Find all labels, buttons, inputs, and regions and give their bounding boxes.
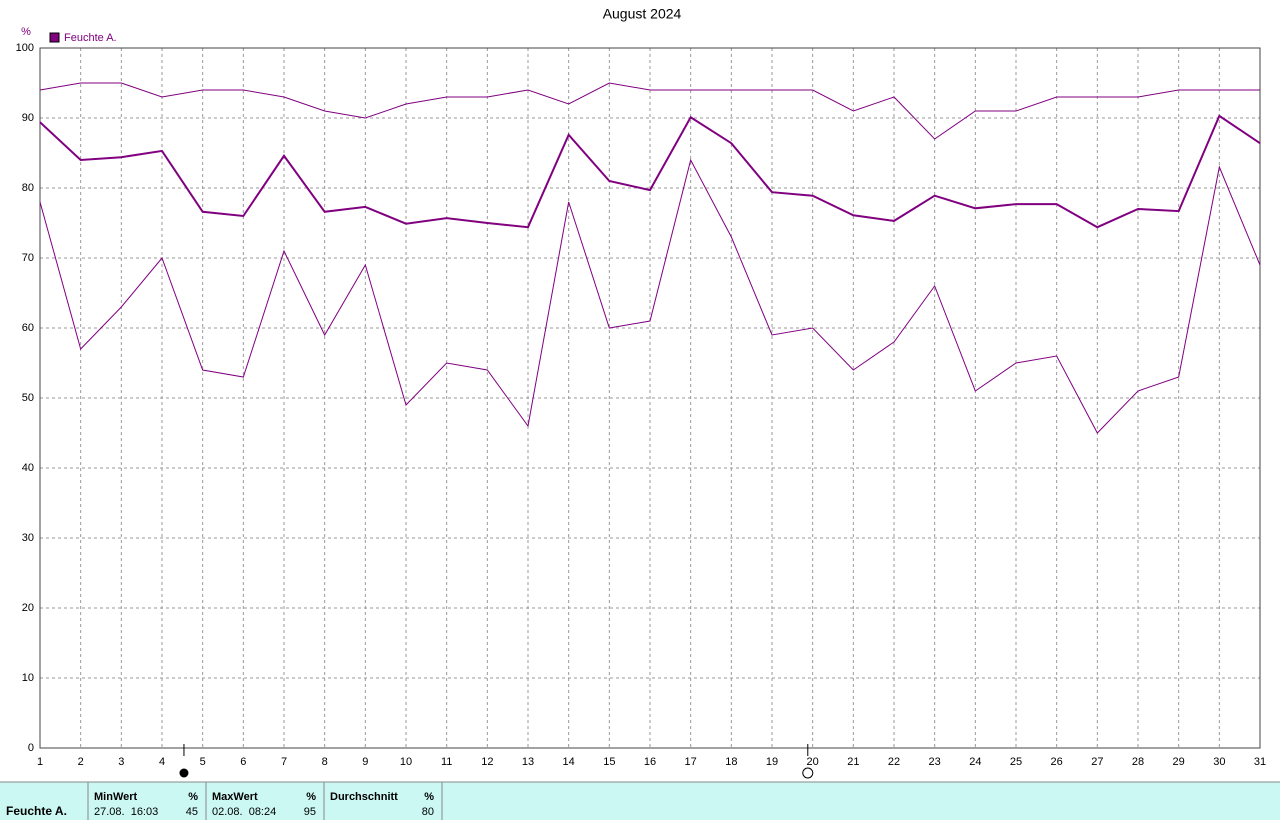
x-tick-label: 7 xyxy=(281,756,287,768)
y-tick-label: 40 xyxy=(22,462,34,474)
x-tick-label: 2 xyxy=(78,756,84,768)
stats-unit: % xyxy=(424,791,434,803)
x-tick-label: 8 xyxy=(322,756,328,768)
plot-frame xyxy=(39,47,1261,749)
x-tick-label: 16 xyxy=(644,756,656,768)
x-tick-label: 9 xyxy=(362,756,368,768)
stats-row-label: Feuchte A. xyxy=(6,804,67,818)
x-tick-label: 27 xyxy=(1091,756,1103,768)
y-tick-label: 60 xyxy=(22,322,34,334)
x-tick-label: 24 xyxy=(969,756,981,768)
x-tick-label: 23 xyxy=(929,756,941,768)
stats-time: 27.08. 16:03 xyxy=(94,806,158,818)
stats-value: 95 xyxy=(304,806,316,818)
x-tick-label: 26 xyxy=(1051,756,1063,768)
y-tick-label: 0 xyxy=(28,742,34,754)
y-tick-label: 10 xyxy=(22,672,34,684)
x-tick-label: 1 xyxy=(37,756,43,768)
stats-value: 80 xyxy=(422,806,434,818)
x-tick-label: 30 xyxy=(1213,756,1225,768)
x-tick-label: 31 xyxy=(1254,756,1266,768)
x-tick-label: 5 xyxy=(200,756,206,768)
stats-unit: % xyxy=(188,791,198,803)
x-tick-label: 28 xyxy=(1132,756,1144,768)
y-tick-label: 100 xyxy=(16,42,34,54)
x-tick-label: 14 xyxy=(563,756,575,768)
legend-swatch xyxy=(49,32,60,43)
x-tick-label: 12 xyxy=(481,756,493,768)
stats-header: Durchschnitt xyxy=(330,791,398,803)
x-tick-label: 29 xyxy=(1173,756,1185,768)
x-tick-label: 20 xyxy=(807,756,819,768)
x-tick-label: 25 xyxy=(1010,756,1022,768)
x-tick-label: 22 xyxy=(888,756,900,768)
y-tick-label: 80 xyxy=(22,182,34,194)
y-axis-label: % xyxy=(21,26,31,38)
y-tick-label: 50 xyxy=(22,392,34,404)
x-tick-label: 17 xyxy=(685,756,697,768)
stats-header: MaxWert xyxy=(212,791,258,803)
y-tick-label: 30 xyxy=(22,532,34,544)
chart-title: August 2024 xyxy=(603,6,682,22)
stats-value: 45 xyxy=(186,806,198,818)
x-tick-label: 6 xyxy=(240,756,246,768)
y-tick-label: 90 xyxy=(22,112,34,124)
x-tick-label: 18 xyxy=(725,756,737,768)
x-tick-label: 3 xyxy=(118,756,124,768)
legend-label: Feuchte A. xyxy=(64,32,117,44)
y-tick-label: 70 xyxy=(22,252,34,264)
x-tick-label: 10 xyxy=(400,756,412,768)
stats-time: 02.08. 08:24 xyxy=(212,806,276,818)
x-tick-label: 4 xyxy=(159,756,165,768)
x-tick-label: 19 xyxy=(766,756,778,768)
stats-background xyxy=(0,782,1280,820)
x-tick-label: 11 xyxy=(441,756,452,768)
stats-unit: % xyxy=(306,791,316,803)
stats-header: MinWert xyxy=(94,791,138,803)
x-tick-label: 21 xyxy=(847,756,859,768)
full-moon xyxy=(802,767,814,779)
x-tick-label: 15 xyxy=(603,756,615,768)
new-moon xyxy=(179,768,189,778)
line-values xyxy=(39,114,1261,229)
y-tick-label: 20 xyxy=(22,602,34,614)
line-max xyxy=(39,82,1260,140)
x-tick-label: 13 xyxy=(522,756,534,768)
line-min xyxy=(39,158,1261,434)
